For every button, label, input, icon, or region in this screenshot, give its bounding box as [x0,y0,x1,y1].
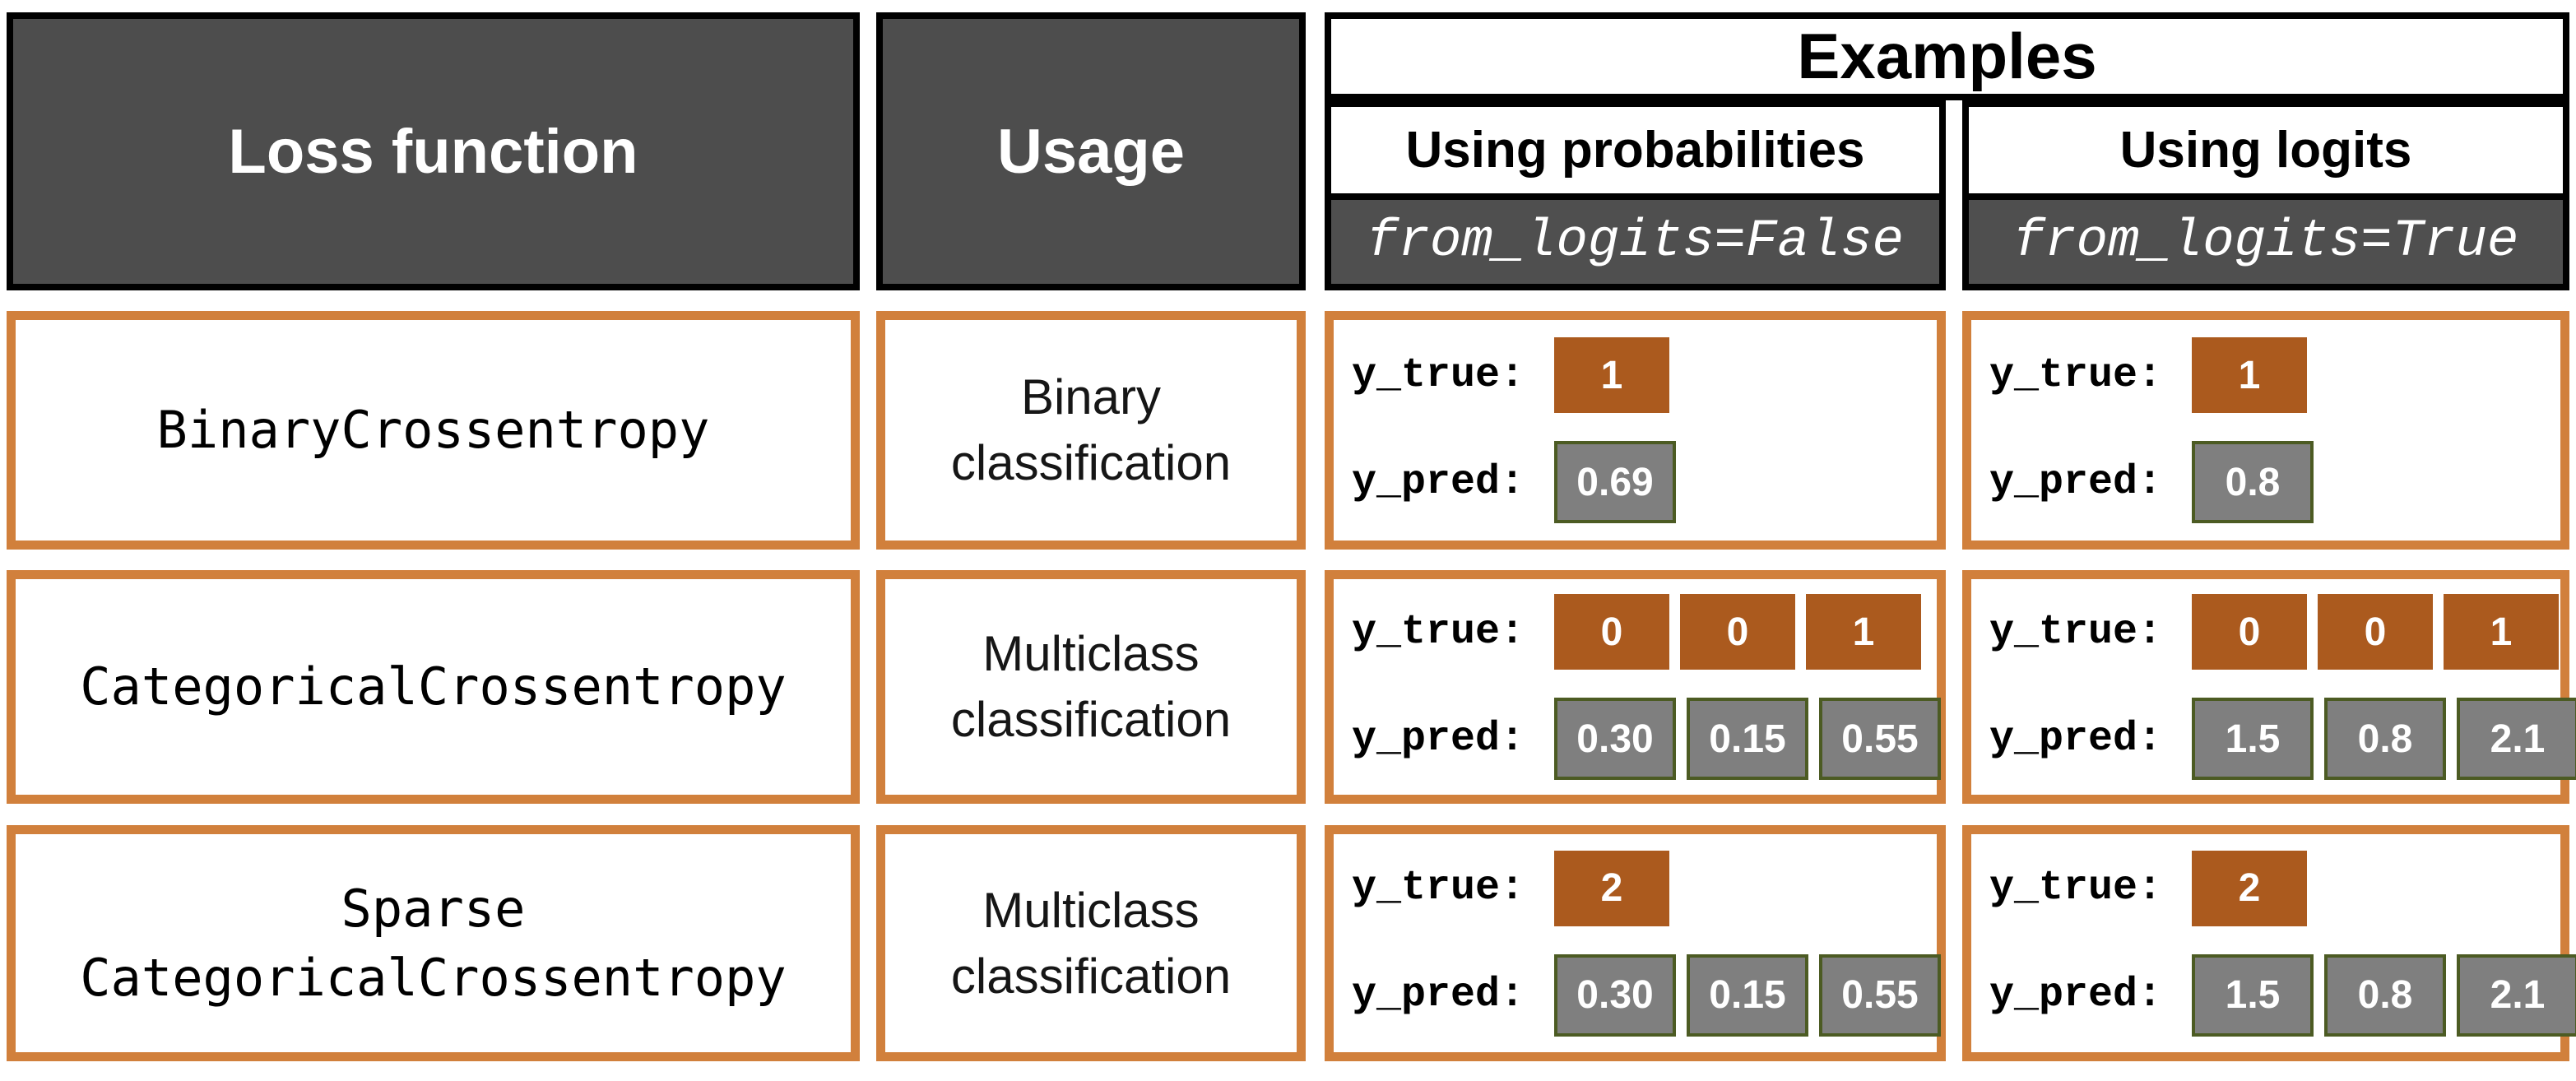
y-true-line: y_true: 2 [1352,850,1937,926]
y-pred-boxes: 1.5 0.8 2.1 [2192,953,2576,1037]
y-pred-value-box: 0.30 [1554,698,1676,780]
from-logits-false-label: from_logits=False [1367,212,1904,271]
y-pred-label: y_pred: [1989,972,2163,1018]
loss-name-cell: Sparse CategoricalCrossentropy [7,825,860,1061]
y-pred-value-box: 1.5 [2192,953,2314,1037]
y-true-line: y_true: 2 [1989,850,2560,926]
y-true-label: y_true: [1352,608,1525,656]
y-pred-value-box: 0.15 [1687,953,1808,1037]
y-true-value-box: 2 [2192,850,2307,926]
usage-text: Binary classification [950,369,1232,490]
header-examples: Examples [1325,12,2569,100]
y-pred-value-box: 0.55 [1819,698,1941,780]
y-pred-boxes: 0.30 0.15 0.55 [1554,953,1941,1037]
y-true-value-box: 0 [1554,594,1669,670]
y-pred-label: y_pred: [1989,458,2163,506]
y-true-line: y_true: 1 [1352,337,1937,413]
example-cell-probabilities: y_true: 0 0 1 y_pred: 0.30 0.15 0.55 [1325,570,1946,804]
y-true-value-box: 2 [1554,850,1669,926]
usage-cell: Binary classification [876,311,1306,550]
y-pred-line: y_pred: 0.30 0.15 0.55 [1352,953,1941,1037]
y-true-label: y_true: [1352,865,1525,912]
y-pred-value-box: 0.69 [1554,441,1676,523]
subheader-logits: Using logits from_logits=True [1962,100,2569,290]
y-pred-boxes: 0.69 [1554,441,1676,523]
y-pred-value-box: 2.1 [2457,698,2576,780]
y-true-boxes: 2 [1554,850,1669,926]
example-cell-probabilities: y_true: 1 y_pred: 0.69 [1325,311,1946,550]
y-true-value-box: 1 [2444,594,2559,670]
y-true-boxes: 1 [1554,337,1669,413]
example-cell-logits: y_true: 1 y_pred: 0.8 [1962,311,2569,550]
y-true-label: y_true: [1989,608,2163,656]
header-usage-label: Usage [996,116,1186,187]
y-pred-boxes: 0.8 [2192,441,2314,523]
y-pred-boxes: 1.5 0.8 2.1 [2192,698,2576,780]
y-pred-boxes: 0.30 0.15 0.55 [1554,698,1941,780]
y-true-line: y_true: 0 0 1 [1989,594,2560,670]
usage-cell: Multiclass classification [876,825,1306,1061]
y-pred-line: y_pred: 0.8 [1989,441,2560,523]
y-true-value-box: 1 [1554,337,1669,413]
using-logits-label: Using logits [2119,122,2412,179]
usage-cell: Multiclass classification [876,570,1306,804]
loss-name-cell: BinaryCrossentropy [7,311,860,550]
header-loss-function-label: Loss function [228,116,638,187]
y-pred-value-box: 1.5 [2192,698,2314,780]
y-pred-value-box: 0.30 [1554,953,1676,1037]
loss-name: Sparse CategoricalCrossentropy [80,878,787,1008]
using-probabilities-cell: Using probabilities [1331,107,1939,200]
y-true-boxes: 2 [2192,850,2307,926]
y-pred-value-box: 0.8 [2324,953,2446,1037]
subheader-probabilities: Using probabilities from_logits=False [1325,100,1946,290]
y-true-value-box: 1 [1806,594,1921,670]
y-pred-line: y_pred: 1.5 0.8 2.1 [1989,698,2576,780]
y-pred-value-box: 0.55 [1819,953,1941,1037]
y-true-line: y_true: 1 [1989,337,2560,413]
header-examples-label: Examples [1797,20,2097,92]
usage-text: Multiclass classification [950,882,1232,1004]
loss-name: CategoricalCrossentropy [80,656,787,717]
example-cell-logits: y_true: 0 0 1 y_pred: 1.5 0.8 2.1 [1962,570,2576,804]
y-true-value-box: 1 [2192,337,2307,413]
loss-name-cell: CategoricalCrossentropy [7,570,860,804]
y-true-boxes: 0 0 1 [2192,594,2559,670]
y-true-value-box: 0 [1680,594,1795,670]
y-true-boxes: 1 [2192,337,2307,413]
example-cell-logits: y_true: 2 y_pred: 1.5 0.8 2.1 [1962,825,2576,1061]
y-pred-value-box: 0.15 [1687,698,1808,780]
y-pred-line: y_pred: 0.69 [1352,441,1937,523]
y-pred-label: y_pred: [1352,972,1525,1018]
y-pred-line: y_pred: 0.30 0.15 0.55 [1352,698,1941,780]
header-usage: Usage [876,12,1306,290]
y-true-label: y_true: [1989,865,2163,912]
usage-text: Multiclass classification [950,626,1232,747]
y-pred-label: y_pred: [1352,715,1525,763]
y-pred-value-box: 0.8 [2192,441,2314,523]
y-true-boxes: 0 0 1 [1554,594,1921,670]
using-probabilities-label: Using probabilities [1405,122,1865,179]
y-pred-value-box: 0.8 [2324,698,2446,780]
y-true-value-box: 0 [2318,594,2433,670]
y-true-label: y_true: [1352,351,1525,399]
y-pred-value-box: 2.1 [2457,953,2576,1037]
from-logits-true-cell: from_logits=True [1969,200,2563,284]
y-pred-label: y_pred: [1352,458,1525,506]
loss-name: BinaryCrossentropy [156,400,710,461]
y-pred-label: y_pred: [1989,715,2163,763]
from-logits-false-cell: from_logits=False [1331,200,1939,284]
using-logits-cell: Using logits [1969,107,2563,200]
from-logits-true-label: from_logits=True [2012,212,2519,271]
y-true-line: y_true: 0 0 1 [1352,594,1937,670]
y-true-value-box: 0 [2192,594,2307,670]
y-pred-line: y_pred: 1.5 0.8 2.1 [1989,953,2576,1037]
y-true-label: y_true: [1989,351,2163,399]
header-loss-function: Loss function [7,12,860,290]
example-cell-probabilities: y_true: 2 y_pred: 0.30 0.15 0.55 [1325,825,1946,1061]
